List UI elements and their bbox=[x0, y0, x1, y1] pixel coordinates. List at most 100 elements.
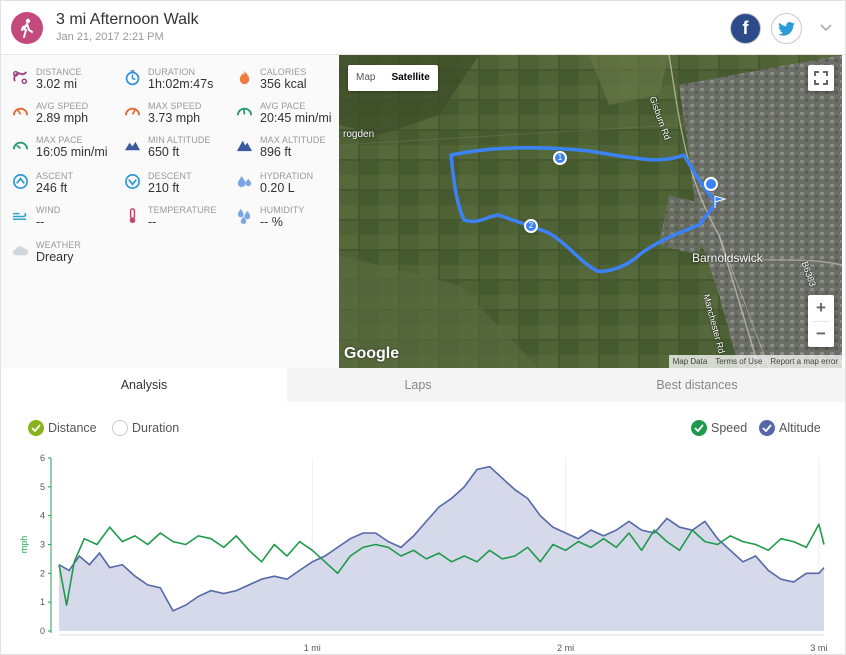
max-altitude-icon bbox=[236, 137, 253, 154]
avg-speed-icon bbox=[12, 103, 29, 120]
stat-value: Dreary bbox=[36, 250, 74, 264]
map-type-toggle: Map Satellite bbox=[348, 65, 438, 91]
temperature-icon bbox=[124, 207, 141, 224]
lap-marker[interactable]: 2 bbox=[524, 219, 538, 233]
stat-value: 20:45 min/mi bbox=[260, 111, 332, 125]
stat-label: HYDRATION bbox=[260, 171, 314, 181]
zoom-out-button[interactable]: − bbox=[816, 324, 826, 343]
wind-icon bbox=[12, 207, 29, 224]
stat-avg-speed: AVG SPEED 2.89 mph bbox=[12, 101, 124, 133]
tab-laps[interactable]: Laps bbox=[287, 368, 549, 402]
stat-value: 3.73 mph bbox=[148, 111, 201, 125]
stat-value: 16:05 min/mi bbox=[36, 145, 108, 159]
ascent-icon bbox=[12, 173, 29, 190]
google-logo: Google bbox=[344, 345, 400, 362]
activity-date: Jan 21, 2017 2:21 PM bbox=[56, 31, 164, 43]
stat-min-altitude: MIN ALTITUDE 650 ft bbox=[124, 135, 236, 167]
speed-toggle[interactable]: Speed bbox=[691, 419, 747, 437]
route-map[interactable]: rogden Barnoldswick Gisburn Rd Mancheste… bbox=[339, 55, 842, 368]
lap-marker[interactable]: 1 bbox=[553, 151, 567, 165]
stat-value: -- bbox=[36, 215, 45, 229]
stat-wind: WIND -- bbox=[12, 205, 124, 237]
start-marker[interactable] bbox=[704, 177, 718, 191]
stat-weather: WEATHER Dreary bbox=[12, 240, 124, 272]
tab-analysis[interactable]: Analysis bbox=[1, 368, 287, 402]
analysis-tabs: Analysis Laps Best distances bbox=[1, 368, 845, 402]
max-speed-icon bbox=[124, 103, 141, 120]
y-axis-label: mph bbox=[19, 536, 29, 554]
stats-panel: DISTANCE 3.02 mi DURATION 1h:02m:47s CALORIE… bbox=[1, 55, 339, 368]
speed-altitude-chart[interactable]: 0 1 2 3 4 5 6 mph 1 mi 2 mi 3 mi bbox=[1, 446, 845, 655]
duration-toggle[interactable]: Duration bbox=[112, 419, 179, 437]
stat-max-pace: MAX PACE 16:05 min/mi bbox=[12, 135, 124, 167]
stat-label: ASCENT bbox=[36, 171, 74, 181]
stat-value: 2.89 mph bbox=[36, 111, 89, 125]
y-tick-label: 1 bbox=[40, 597, 45, 607]
zoom-control: + − bbox=[808, 295, 834, 347]
checkmark-icon bbox=[691, 420, 707, 436]
stat-temperature: TEMPERATURE -- bbox=[124, 205, 236, 237]
stat-calories: CALORIES 356 kcal bbox=[236, 67, 348, 99]
descent-icon bbox=[124, 173, 141, 190]
stat-label: MIN ALTITUDE bbox=[148, 135, 211, 145]
finish-flag-icon bbox=[714, 195, 727, 208]
report-error-link[interactable]: Report a map error bbox=[770, 357, 838, 366]
stat-label: DESCENT bbox=[148, 171, 192, 181]
y-tick-label: 4 bbox=[40, 511, 45, 521]
x-tick-label: 3 mi bbox=[810, 643, 827, 653]
y-tick-label: 2 bbox=[40, 568, 45, 578]
distance-toggle[interactable]: Distance bbox=[28, 419, 97, 437]
activity-title: 3 mi Afternoon Walk bbox=[56, 11, 199, 28]
map-place-label: rogden bbox=[343, 129, 375, 140]
weather-icon bbox=[12, 242, 29, 259]
map-type-map[interactable]: Map bbox=[356, 72, 376, 83]
duration-icon bbox=[124, 69, 141, 86]
stat-value: 650 ft bbox=[148, 145, 180, 159]
checkmark-icon bbox=[28, 420, 44, 436]
stat-value: -- % bbox=[260, 215, 283, 229]
min-altitude-icon bbox=[124, 137, 141, 154]
stat-label: MAX ALTITUDE bbox=[260, 135, 326, 145]
map-data-link[interactable]: Map Data bbox=[672, 357, 708, 366]
stat-label: DISTANCE bbox=[36, 67, 82, 77]
zoom-divider bbox=[813, 321, 829, 322]
map-town-label: Barnoldswick bbox=[692, 251, 763, 265]
max-pace-icon bbox=[12, 137, 29, 154]
twitter-share-button[interactable] bbox=[771, 13, 802, 44]
unchecked-circle-icon bbox=[112, 420, 128, 436]
terms-link[interactable]: Terms of Use bbox=[715, 357, 763, 366]
zoom-in-button[interactable]: + bbox=[816, 298, 826, 317]
altitude-line bbox=[58, 465, 825, 612]
stat-label: MAX SPEED bbox=[148, 101, 202, 111]
stat-hydration: HYDRATION 0.20 L bbox=[236, 171, 348, 203]
tab-best-distances[interactable]: Best distances bbox=[549, 368, 845, 402]
stat-value: 3.02 mi bbox=[36, 77, 77, 91]
y-tick-label: 0 bbox=[40, 626, 45, 636]
stat-value: 0.20 L bbox=[260, 181, 295, 195]
stat-value: 356 kcal bbox=[260, 77, 307, 91]
map-attribution: Map Data Terms of Use Report a map error bbox=[668, 355, 842, 368]
speed-toggle-label: Speed bbox=[711, 421, 748, 435]
stat-label: AVG PACE bbox=[260, 101, 306, 111]
chevron-down-icon[interactable] bbox=[818, 19, 834, 35]
stat-max-altitude: MAX ALTITUDE 896 ft bbox=[236, 135, 348, 167]
facebook-icon: f bbox=[742, 18, 749, 38]
stat-label: HUMIDITY bbox=[260, 205, 305, 215]
y-tick-label: 6 bbox=[40, 453, 45, 463]
duration-toggle-label: Duration bbox=[132, 421, 180, 435]
stat-label: CALORIES bbox=[260, 67, 307, 77]
map-type-satellite[interactable]: Satellite bbox=[391, 72, 430, 83]
fullscreen-button[interactable] bbox=[808, 65, 834, 91]
altitude-toggle-label: Altitude bbox=[779, 421, 821, 435]
altitude-toggle[interactable]: Altitude bbox=[759, 419, 821, 437]
y-tick-label: 5 bbox=[40, 482, 45, 492]
stat-label: DURATION bbox=[148, 67, 196, 77]
stat-distance: DISTANCE 3.02 mi bbox=[12, 67, 124, 99]
stat-value: 896 ft bbox=[260, 145, 292, 159]
facebook-share-button[interactable]: f bbox=[730, 13, 761, 44]
distance-icon bbox=[12, 69, 29, 86]
satellite-imagery bbox=[339, 55, 842, 368]
activity-header: 3 mi Afternoon Walk Jan 21, 2017 2:21 PM… bbox=[1, 1, 845, 55]
stat-duration: DURATION 1h:02m:47s bbox=[124, 67, 236, 99]
